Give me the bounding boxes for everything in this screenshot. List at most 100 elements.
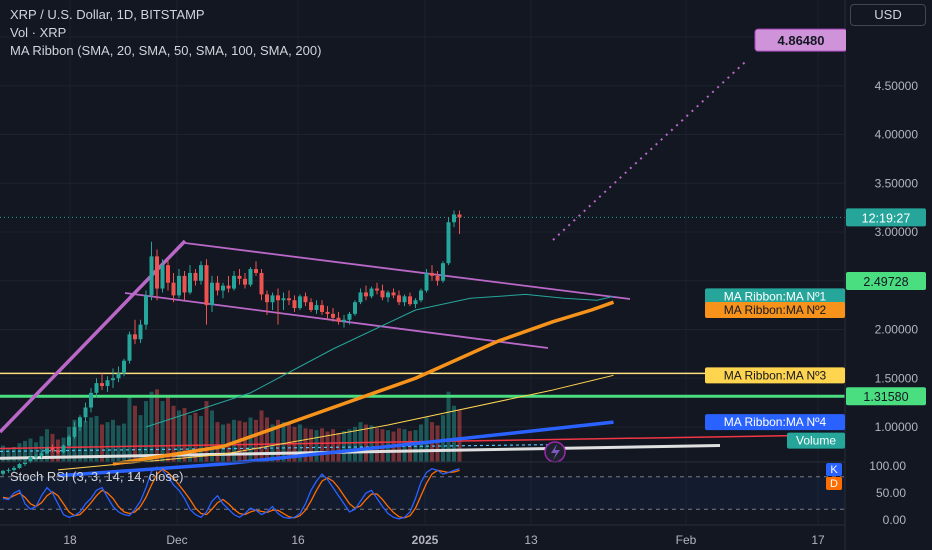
volume-indicator-label[interactable]: Vol · XRP [10,25,67,40]
candle-body [237,275,242,279]
candle-body [83,407,88,418]
volume-bar [265,417,269,462]
volume-bar [149,391,154,462]
candle-body [50,448,55,451]
volume-bar [17,443,22,462]
candle-body [122,360,126,374]
candle-body [94,383,99,393]
candle-body [424,272,429,291]
candle-body [204,265,209,306]
candle-body [292,300,297,309]
volume-bar [215,422,220,462]
candle-body [336,317,341,322]
candle-body [61,445,66,453]
volume-bar [177,410,181,462]
candle-body [353,302,357,314]
candle-body [45,448,49,454]
time-tick-label: 16 [291,533,305,547]
ma-ribbon-indicator-label[interactable]: MA Ribbon (SMA, 20, SMA, 50, SMA, 100, S… [10,43,322,58]
ma-label-tag [787,432,845,449]
price-tick-label: 1.00000 [875,420,919,434]
candle-body [210,282,214,306]
ma-label-tag [705,302,845,318]
candle-body [67,436,71,446]
volume-bar [155,389,159,462]
time-tick-label: Dec [166,533,187,547]
volume-bar [199,416,203,462]
ma3-line [57,374,614,471]
candle-body [281,298,286,301]
volume-bar [446,391,451,462]
ma-label-text: Volume [796,434,836,448]
volume-bar [281,422,286,462]
candle-body [402,296,407,303]
ma1-line [145,293,614,428]
axis-price-tag [846,387,926,406]
volume-bar [122,423,126,462]
volume-bar [34,442,38,462]
candle-body [298,296,302,309]
candle-body [435,275,440,281]
candle-body [193,272,198,281]
candle-body [17,464,22,468]
candle-body [171,282,176,296]
stoch-d-tag [826,477,842,490]
candle-body [116,373,121,379]
volume-bar [325,431,330,462]
candle-body [347,313,352,320]
candle-body [413,300,418,305]
volume-bar [193,412,198,462]
candle-body [419,290,423,301]
volume-bar [320,428,324,462]
volume-bar [188,415,192,462]
symbol-title[interactable]: XRP / U.S. Dollar, 1D, BITSTAMP [10,7,205,22]
volume-bar [353,426,357,462]
time-tick-label: 17 [811,533,825,547]
candle-body [441,263,445,281]
candle-body [248,269,253,285]
volume-bar [127,396,132,462]
volume-bar [160,401,165,462]
candle-body [232,275,236,289]
candle-body [127,334,132,361]
volume-bar [347,429,352,462]
candle-body [331,313,335,318]
volume-bar [166,396,170,462]
price-tick-label: 1.50000 [875,371,919,385]
volume-bar [331,429,335,462]
stoch-d-line [2,468,460,519]
candle-body [34,456,38,458]
target-price-text: 4.86480 [778,33,825,48]
candle-body [342,319,346,322]
stoch-rsi-indicator-label[interactable]: Stoch RSI (3, 3, 14, 14, close) [10,469,184,484]
volume-bar [424,417,429,462]
currency-button[interactable]: USD [850,4,926,26]
axis-price-tag [846,272,926,291]
candle-body [408,296,412,305]
white-trend-line [0,444,721,460]
volume-bar [441,415,445,462]
volume-bar [105,422,110,462]
price-tick-label: 4.50000 [875,79,919,93]
candle-body [155,256,159,289]
candle-body [397,295,401,303]
candle-body [369,288,374,297]
candle-body [270,295,275,303]
candle-body [177,275,181,296]
volume-bar [204,401,209,462]
volume-bar [243,422,247,462]
volume-bar [457,410,462,462]
volume-bar [72,419,77,462]
candle-body [144,295,148,325]
volume-bar [270,424,275,462]
candle-body [380,290,385,298]
volume-bar [276,419,280,462]
candle-body [226,285,231,289]
volume-bar [314,430,319,462]
candle-body [364,292,368,297]
time-tick-label: 18 [63,533,77,547]
candle-body [56,450,60,453]
volume-bar [375,428,379,462]
volume-bar [171,405,176,462]
